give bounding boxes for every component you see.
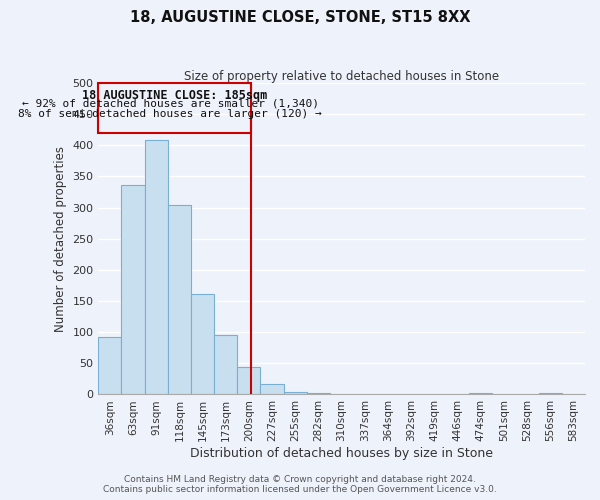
Text: ← 92% of detached houses are smaller (1,340): ← 92% of detached houses are smaller (1,… [22,98,319,108]
Bar [145,140,168,394]
Text: 18 AUGUSTINE CLOSE: 185sqm: 18 AUGUSTINE CLOSE: 185sqm [82,88,268,102]
Bar [168,205,191,394]
Title: Size of property relative to detached houses in Stone: Size of property relative to detached ho… [184,70,499,83]
Y-axis label: Number of detached properties: Number of detached properties [53,146,67,332]
Bar [98,83,251,133]
Bar [260,384,284,394]
Bar [238,367,260,394]
Bar [539,392,562,394]
X-axis label: Distribution of detached houses by size in Stone: Distribution of detached houses by size … [190,447,493,460]
Bar [98,336,121,394]
Text: 8% of semi-detached houses are larger (120) →: 8% of semi-detached houses are larger (1… [18,109,322,119]
Bar [191,294,214,394]
Text: 18, AUGUSTINE CLOSE, STONE, ST15 8XX: 18, AUGUSTINE CLOSE, STONE, ST15 8XX [130,10,470,25]
Bar [284,392,307,394]
Text: Contains HM Land Registry data © Crown copyright and database right 2024.
Contai: Contains HM Land Registry data © Crown c… [103,474,497,494]
Bar [307,392,330,394]
Bar [121,185,145,394]
Bar [214,336,238,394]
Bar [469,392,492,394]
